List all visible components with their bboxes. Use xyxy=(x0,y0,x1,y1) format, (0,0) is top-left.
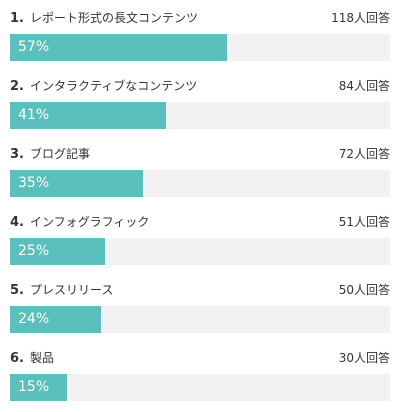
category-label: 6. 製品 xyxy=(10,350,54,367)
category-label: 4. インフォグラフィック xyxy=(10,214,149,231)
category-label: 1. レポート形式の長文コンテンツ xyxy=(10,10,198,27)
category-name: インフォグラフィック xyxy=(29,215,150,229)
rank-number: 1. xyxy=(10,11,24,26)
category-label: 2. インタラクティブなコンテンツ xyxy=(10,78,197,95)
chart-row: 4. インフォグラフィック 51人回答 25% xyxy=(10,214,390,276)
chart-row: 3. ブログ記事 72人回答 35% xyxy=(10,146,390,208)
chart-row: 1. レポート形式の長文コンテンツ 118人回答 57% xyxy=(10,10,390,72)
chart-row: 6. 製品 30人回答 15% xyxy=(10,350,390,412)
value-label: 57% xyxy=(18,39,50,55)
value-label: 15% xyxy=(18,379,50,395)
rank-number: 5. xyxy=(10,283,24,298)
response-count: 84人回答 xyxy=(338,79,390,93)
chart-row: 2. インタラクティブなコンテンツ 84人回答 41% xyxy=(10,78,390,140)
value-label: 25% xyxy=(18,243,50,259)
bar xyxy=(10,374,67,401)
bar xyxy=(10,34,227,61)
response-count: 72人回答 xyxy=(338,147,390,161)
bar-track: 35% xyxy=(10,170,390,197)
value-label: 41% xyxy=(18,107,50,123)
value-label: 24% xyxy=(18,311,50,327)
bar-track: 24% xyxy=(10,306,390,333)
bar xyxy=(10,306,102,333)
rank-number: 3. xyxy=(10,147,24,162)
chart-row: 5. プレスリリース 50人回答 24% xyxy=(10,282,390,344)
response-count: 50人回答 xyxy=(338,283,390,297)
bar xyxy=(10,170,143,197)
rank-number: 4. xyxy=(10,215,24,230)
bar-track: 57% xyxy=(10,34,390,61)
response-count: 118人回答 xyxy=(331,11,390,25)
response-count: 30人回答 xyxy=(338,351,390,365)
value-label: 35% xyxy=(18,175,50,191)
category-name: インタラクティブなコンテンツ xyxy=(29,79,198,93)
bar-track: 41% xyxy=(10,102,390,129)
bar xyxy=(10,238,105,265)
category-name: プレスリリース xyxy=(29,283,114,297)
rank-number: 2. xyxy=(10,79,24,94)
category-name: レポート形式の長文コンテンツ xyxy=(29,11,198,25)
response-count: 51人回答 xyxy=(338,215,390,229)
category-name: ブログ記事 xyxy=(29,147,90,161)
category-label: 5. プレスリリース xyxy=(10,282,113,299)
bar xyxy=(10,102,166,129)
rank-number: 6. xyxy=(10,351,24,366)
bar-track: 15% xyxy=(10,374,390,401)
bar-track: 25% xyxy=(10,238,390,265)
category-label: 3. ブログ記事 xyxy=(10,146,90,163)
category-name: 製品 xyxy=(29,351,54,365)
